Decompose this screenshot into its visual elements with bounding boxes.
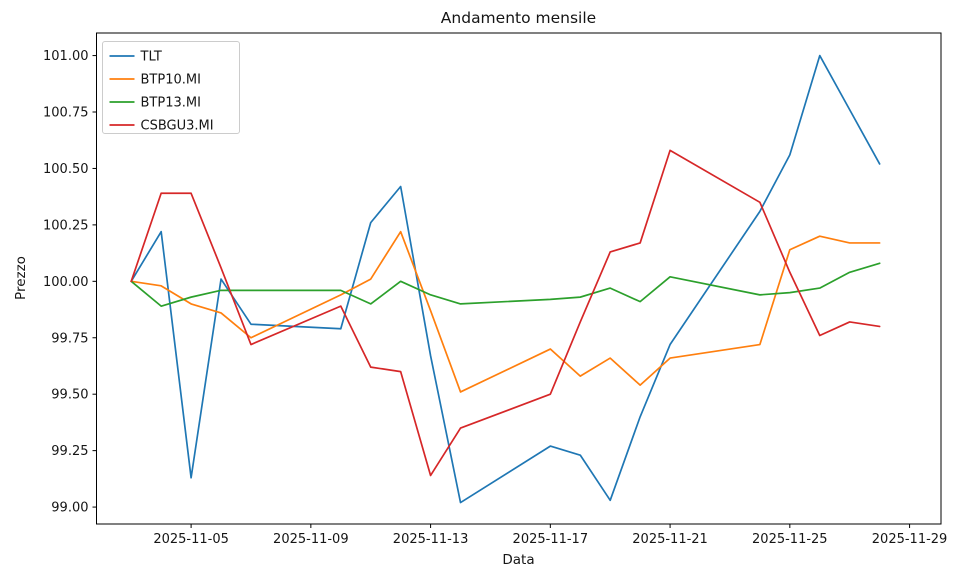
y-tick-label: 100.50	[43, 162, 89, 177]
y-tick-label: 100.00	[43, 275, 89, 290]
x-tick-label: 2025-11-09	[273, 532, 349, 547]
y-tick-label: 99.25	[51, 444, 88, 459]
legend-label-BTP10.MI: BTP10.MI	[141, 73, 201, 88]
x-tick-label: 2025-11-05	[153, 532, 229, 547]
x-tick-label: 2025-11-17	[513, 532, 589, 547]
x-tick-label: 2025-11-21	[632, 532, 708, 547]
x-axis-label: Data	[502, 552, 535, 568]
legend-label-BTP13.MI: BTP13.MI	[141, 96, 201, 111]
series-line-TLT	[130, 54, 881, 504]
y-axis-label: Prezzo	[13, 256, 29, 300]
y-tick-label: 99.50	[51, 388, 88, 403]
y-tick-label: 100.25	[43, 218, 89, 233]
y-tick-label: 99.75	[51, 331, 88, 346]
x-tick-label: 2025-11-13	[393, 532, 469, 547]
legend-label-TLT: TLT	[140, 50, 162, 65]
y-tick-label: 99.00	[51, 501, 88, 516]
y-tick-label: 100.75	[43, 106, 89, 121]
y-tick-label: 101.00	[43, 49, 89, 64]
series-line-BTP13.MI	[130, 262, 881, 308]
x-tick-label: 2025-11-25	[752, 532, 828, 547]
chart-title: Andamento mensile	[440, 9, 597, 27]
legend-label-CSBGU3.MI: CSBGU3.MI	[141, 119, 214, 134]
legend-box	[102, 41, 240, 134]
plot-border	[96, 32, 942, 525]
x-tick-label: 2025-11-29	[872, 532, 948, 547]
series-line-BTP10.MI	[130, 230, 881, 393]
series-line-CSBGU3.MI	[130, 149, 881, 477]
